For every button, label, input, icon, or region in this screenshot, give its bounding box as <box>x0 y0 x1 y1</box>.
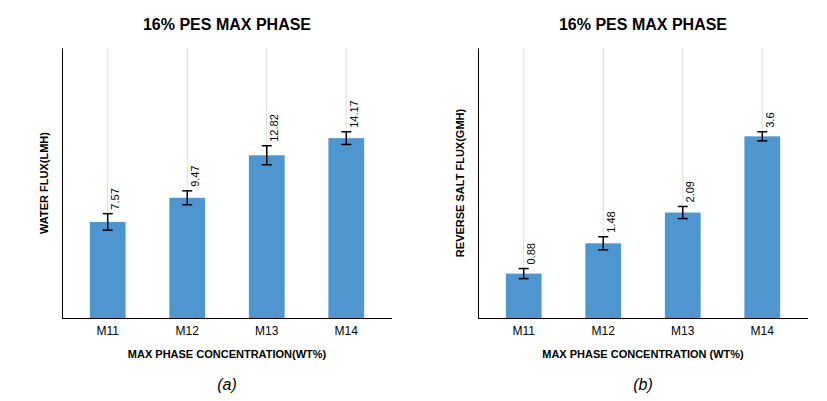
bar <box>169 198 205 318</box>
error-cap <box>519 268 529 270</box>
x-tick: M13 <box>255 318 279 338</box>
error-bar <box>598 237 608 250</box>
error-bar <box>757 132 767 141</box>
error-cap <box>757 140 767 142</box>
x-tick-label: M14 <box>335 324 359 338</box>
x-tick: M11 <box>512 318 535 338</box>
bar <box>585 243 621 318</box>
x-axis: M11 M12 M13 M14 <box>62 318 392 338</box>
error-cap <box>678 218 688 220</box>
data-label: 12.82 <box>268 114 280 142</box>
error-cap <box>757 131 767 133</box>
x-tick: M11 <box>96 318 119 338</box>
data-label: 7.57 <box>109 188 121 209</box>
y-axis <box>478 49 479 319</box>
error-cap <box>182 190 192 192</box>
bar <box>249 155 285 318</box>
panel: 0.88 1.48 2.09 3.6 M11 M12 M13 M14 MAX PHASE CON… <box>454 16 808 393</box>
y-axis <box>62 49 63 319</box>
data-label: 1.48 <box>605 211 617 232</box>
grid-line <box>523 48 524 318</box>
error-stem <box>602 237 604 250</box>
plot-area <box>90 48 364 318</box>
data-label: 2.09 <box>684 181 696 202</box>
x-tick-label: M12 <box>592 324 616 338</box>
x-tick-label: M12 <box>176 324 200 338</box>
error-stem <box>107 214 109 231</box>
x-axis-title: MAX PHASE CONCENTRATION (WT%) <box>542 348 744 360</box>
x-tick: M12 <box>176 318 200 338</box>
bar <box>90 222 126 318</box>
error-cap <box>103 229 113 231</box>
x-tick-label: M13 <box>671 324 695 338</box>
data-label: 3.6 <box>764 112 776 127</box>
error-cap <box>598 249 608 251</box>
error-bar <box>182 191 192 205</box>
bar <box>506 274 542 318</box>
error-bar <box>341 132 351 145</box>
subplot-label: (a) <box>217 376 237 393</box>
x-tick-label: M11 <box>96 324 119 338</box>
x-tick-label: M11 <box>512 324 535 338</box>
error-bar <box>519 269 529 279</box>
error-cap <box>262 164 272 166</box>
panel: 7.57 9.47 12.82 14.17 M11 M12 M13 M14 MAX PHASE … <box>38 16 392 393</box>
error-cap <box>262 145 272 147</box>
error-cap <box>182 204 192 206</box>
y-axis-title: WATER FLUX(LMH) <box>38 132 50 234</box>
error-bar <box>678 206 688 218</box>
bar <box>665 213 701 318</box>
bar <box>744 136 780 318</box>
x-axis-title: MAX PHASE CONCENTRATION(WT%) <box>128 348 327 360</box>
bar <box>328 138 364 318</box>
data-label: 9.47 <box>189 165 201 186</box>
x-tick: M14 <box>335 318 359 338</box>
error-stem <box>346 132 348 145</box>
x-tick: M12 <box>592 318 616 338</box>
error-cap <box>103 213 113 215</box>
x-tick-label: M14 <box>751 324 775 338</box>
figure: 7.57 9.47 12.82 14.17 M11 M12 M13 M14 MAX PHASE … <box>0 0 827 401</box>
data-label: 0.88 <box>525 243 537 264</box>
x-tick-label: M13 <box>255 324 279 338</box>
error-stem <box>523 269 525 279</box>
chart-title: 16% PES MAX PHASE <box>559 16 727 33</box>
x-axis: M11 M12 M13 M14 <box>478 318 808 338</box>
error-cap <box>678 206 688 208</box>
y-axis-title: REVERSE SALT FLUX(GMH) <box>454 109 466 258</box>
subplot-label: (b) <box>633 376 653 393</box>
error-cap <box>341 131 351 133</box>
error-cap <box>598 236 608 238</box>
plot-area <box>506 48 780 318</box>
error-bar <box>262 146 272 165</box>
y-axis-line <box>62 49 63 319</box>
x-tick: M14 <box>751 318 775 338</box>
error-cap <box>341 144 351 146</box>
error-bar <box>103 214 113 231</box>
error-stem <box>682 206 684 218</box>
x-axis-line <box>478 318 808 319</box>
x-tick: M13 <box>671 318 695 338</box>
error-stem <box>762 132 764 141</box>
chart-title: 16% PES MAX PHASE <box>143 16 311 33</box>
y-axis-line <box>478 49 479 319</box>
data-label: 14.17 <box>348 100 360 128</box>
error-cap <box>519 278 529 280</box>
x-axis-line <box>62 318 392 319</box>
error-stem <box>266 146 268 165</box>
error-stem <box>186 191 188 205</box>
